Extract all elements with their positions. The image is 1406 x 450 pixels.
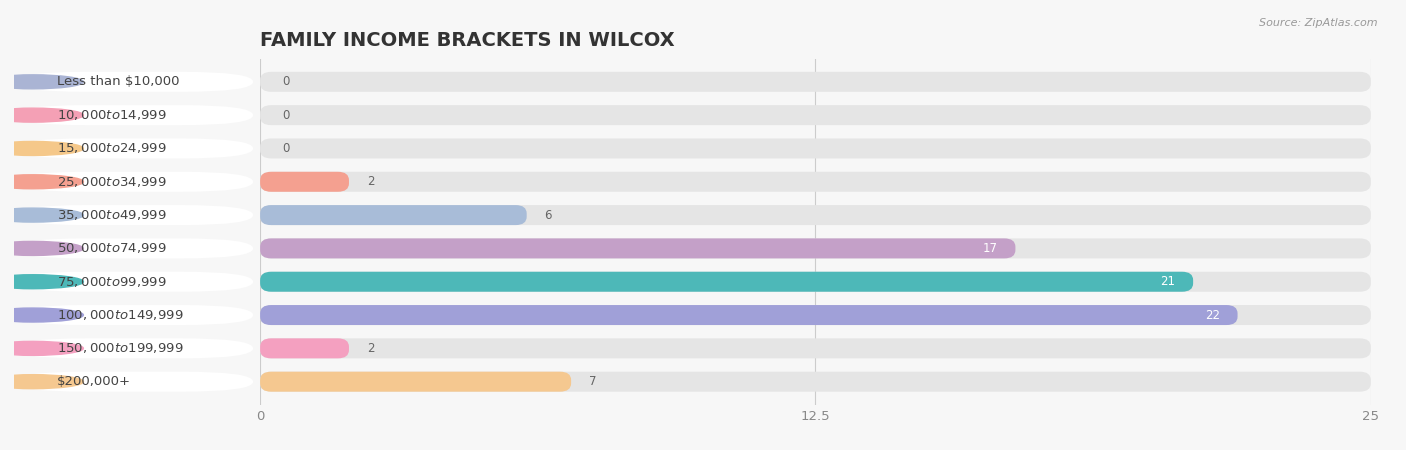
Text: $200,000+: $200,000+ — [58, 375, 131, 388]
FancyBboxPatch shape — [260, 272, 1371, 292]
FancyBboxPatch shape — [260, 272, 1194, 292]
FancyBboxPatch shape — [260, 238, 1015, 258]
FancyBboxPatch shape — [14, 139, 253, 158]
Text: Less than $10,000: Less than $10,000 — [58, 75, 180, 88]
Circle shape — [0, 208, 83, 222]
FancyBboxPatch shape — [260, 338, 349, 358]
FancyBboxPatch shape — [14, 338, 253, 358]
Circle shape — [0, 141, 83, 155]
FancyBboxPatch shape — [14, 172, 253, 192]
Text: $35,000 to $49,999: $35,000 to $49,999 — [58, 208, 167, 222]
Text: 17: 17 — [983, 242, 998, 255]
FancyBboxPatch shape — [260, 338, 1371, 358]
FancyBboxPatch shape — [260, 238, 1371, 258]
FancyBboxPatch shape — [14, 272, 253, 292]
FancyBboxPatch shape — [260, 372, 571, 392]
Circle shape — [0, 275, 83, 289]
Text: $75,000 to $99,999: $75,000 to $99,999 — [58, 275, 167, 289]
Text: 0: 0 — [283, 142, 290, 155]
FancyBboxPatch shape — [260, 372, 1371, 392]
Text: $50,000 to $74,999: $50,000 to $74,999 — [58, 241, 167, 256]
Text: $10,000 to $14,999: $10,000 to $14,999 — [58, 108, 167, 122]
FancyBboxPatch shape — [260, 72, 1371, 92]
Text: 2: 2 — [367, 342, 374, 355]
Circle shape — [0, 375, 83, 389]
FancyBboxPatch shape — [14, 105, 253, 125]
Circle shape — [0, 108, 83, 122]
Text: $150,000 to $199,999: $150,000 to $199,999 — [58, 342, 184, 356]
Text: 22: 22 — [1205, 309, 1220, 322]
Text: 2: 2 — [367, 175, 374, 188]
Text: 0: 0 — [283, 108, 290, 122]
Text: 0: 0 — [283, 75, 290, 88]
FancyBboxPatch shape — [260, 172, 1371, 192]
Text: $25,000 to $34,999: $25,000 to $34,999 — [58, 175, 167, 189]
Text: $100,000 to $149,999: $100,000 to $149,999 — [58, 308, 184, 322]
FancyBboxPatch shape — [260, 105, 1371, 125]
Text: $15,000 to $24,999: $15,000 to $24,999 — [58, 141, 167, 155]
Circle shape — [0, 175, 83, 189]
Circle shape — [0, 308, 83, 322]
Circle shape — [0, 75, 83, 89]
Text: 7: 7 — [589, 375, 596, 388]
Text: 21: 21 — [1160, 275, 1175, 288]
FancyBboxPatch shape — [14, 238, 253, 258]
FancyBboxPatch shape — [14, 372, 253, 392]
Text: 6: 6 — [544, 209, 553, 221]
FancyBboxPatch shape — [260, 305, 1237, 325]
Text: Source: ZipAtlas.com: Source: ZipAtlas.com — [1260, 18, 1378, 28]
FancyBboxPatch shape — [260, 139, 1371, 158]
Circle shape — [0, 241, 83, 256]
FancyBboxPatch shape — [260, 205, 1371, 225]
FancyBboxPatch shape — [260, 172, 349, 192]
FancyBboxPatch shape — [14, 305, 253, 325]
FancyBboxPatch shape — [14, 205, 253, 225]
Circle shape — [0, 342, 83, 356]
Text: FAMILY INCOME BRACKETS IN WILCOX: FAMILY INCOME BRACKETS IN WILCOX — [260, 31, 675, 50]
FancyBboxPatch shape — [14, 72, 253, 92]
FancyBboxPatch shape — [260, 305, 1371, 325]
FancyBboxPatch shape — [260, 205, 527, 225]
